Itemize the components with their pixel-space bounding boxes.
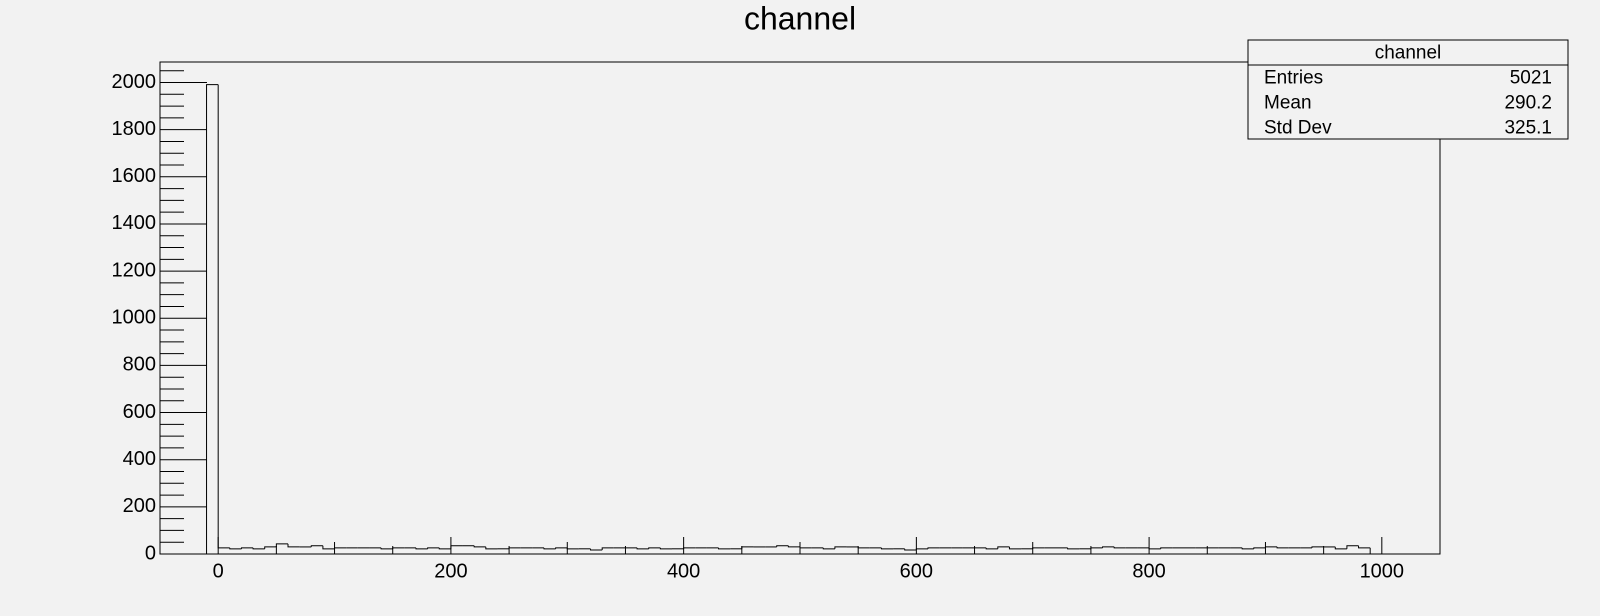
histogram-bin <box>718 547 731 550</box>
histogram-bin <box>485 546 498 550</box>
histogram-bin <box>1090 547 1103 549</box>
stats-value: 290.2 <box>1504 93 1552 114</box>
y-tick-label: 1800 <box>112 118 157 140</box>
y-tick-label: 600 <box>123 401 156 423</box>
histogram-bin <box>776 545 789 547</box>
stats-value: 325.1 <box>1504 118 1552 139</box>
y-tick-label: 400 <box>123 448 156 470</box>
histogram-bin <box>334 547 347 549</box>
histogram-bin <box>1346 545 1359 549</box>
histogram-bin <box>566 547 579 550</box>
histogram-bin <box>415 547 428 550</box>
histogram-bin <box>1369 547 1382 555</box>
y-tick-label: 200 <box>123 495 156 517</box>
histogram-bin <box>450 545 463 549</box>
histogram-bin <box>601 547 614 550</box>
stats-label: Entries <box>1264 68 1323 89</box>
histogram-bin <box>1276 546 1289 549</box>
histogram-bin <box>508 547 521 549</box>
histogram-bin <box>741 546 754 549</box>
histogram-bin <box>834 546 847 549</box>
y-tick-label: 1000 <box>112 307 157 329</box>
x-tick-label: 200 <box>434 560 467 582</box>
stats-title: channel <box>1375 43 1442 64</box>
histogram-bin <box>438 547 451 550</box>
x-tick-label: 400 <box>667 560 700 582</box>
histogram-bin <box>985 547 998 550</box>
y-tick-label: 0 <box>145 542 156 564</box>
histogram-bin <box>206 84 219 554</box>
histogram-bin <box>240 547 254 549</box>
x-tick-label: 1000 <box>1360 560 1405 582</box>
histogram-bin <box>427 547 440 549</box>
histogram-bin <box>997 546 1010 549</box>
y-tick-label: 1600 <box>112 165 157 187</box>
histogram-bin <box>1334 546 1347 550</box>
histogram-bin <box>310 545 323 547</box>
histogram-bin <box>264 546 277 549</box>
histogram-bin <box>555 547 568 549</box>
histogram-bin <box>217 84 230 549</box>
histogram-bin <box>1113 546 1126 549</box>
histogram-bin <box>380 547 393 550</box>
y-tick-label: 800 <box>123 354 156 376</box>
histogram-bin <box>880 547 894 550</box>
histogram-bin <box>799 546 812 549</box>
histogram-bin <box>1032 547 1045 549</box>
x-tick-label: 600 <box>900 560 933 582</box>
histogram-bin <box>252 547 265 550</box>
histogram-bin <box>648 547 661 549</box>
histogram-bin <box>927 547 940 549</box>
histogram-bin <box>822 547 835 550</box>
x-tick-label: 800 <box>1132 560 1165 582</box>
stats-label: Mean <box>1264 93 1312 114</box>
histogram-bin <box>787 545 800 548</box>
histogram-bin <box>857 546 870 549</box>
chart-title: channel <box>744 0 856 36</box>
y-tick-label: 1200 <box>112 259 157 281</box>
x-tick-label: 0 <box>213 560 224 582</box>
stats-box <box>1247 39 1569 140</box>
histogram-bin <box>683 547 696 549</box>
histogram-bin <box>1264 546 1278 548</box>
histogram-bin <box>473 545 486 548</box>
histogram-bin <box>1148 547 1161 550</box>
histogram-bin <box>1253 547 1266 549</box>
histogram-bin <box>229 547 242 550</box>
y-tick-label: 1400 <box>112 212 157 234</box>
histogram-bin <box>1311 546 1324 548</box>
histogram-bin <box>287 543 300 548</box>
histogram-bin <box>1160 547 1173 549</box>
histogram-bin <box>659 547 672 550</box>
histogram-bin <box>322 545 335 550</box>
histogram-bin <box>392 547 405 549</box>
histogram-bin <box>1067 547 1080 550</box>
histogram-bin <box>590 548 603 551</box>
histogram-bin <box>1241 547 1254 550</box>
histogram-bin <box>1102 546 1115 548</box>
histogram-bin <box>915 548 928 550</box>
histogram-bin <box>275 543 288 547</box>
stats-label: Std Dev <box>1264 118 1332 139</box>
histogram-bin <box>636 547 649 550</box>
histogram-bin <box>1008 546 1022 550</box>
histogram-bin <box>543 547 556 550</box>
y-tick-label: 2000 <box>112 71 157 93</box>
histogram-bin <box>904 548 917 551</box>
histogram-bin <box>1358 545 1371 549</box>
stats-value: 5021 <box>1510 68 1552 89</box>
